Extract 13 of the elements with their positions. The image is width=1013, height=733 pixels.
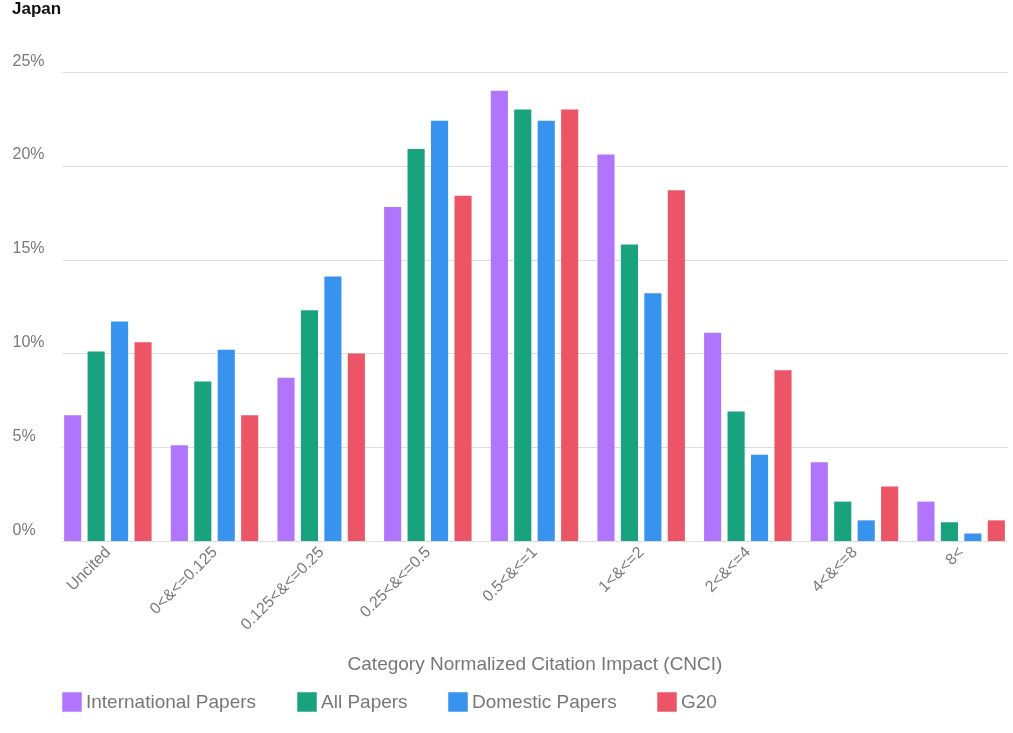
legend-label: G20 xyxy=(681,691,717,712)
y-tick-label: 10% xyxy=(12,332,45,350)
legend-label: Domestic Papers xyxy=(472,691,617,712)
chart-title: Japan xyxy=(12,0,62,18)
legend-label: International Papers xyxy=(86,691,257,712)
x-tick-label: 8< xyxy=(941,543,967,569)
y-tick-label: 15% xyxy=(12,239,45,257)
legend-label: All Papers xyxy=(321,691,408,712)
y-tick-label: 5% xyxy=(12,426,36,444)
y-tick-label: 25% xyxy=(12,51,45,69)
y-tick-label: 20% xyxy=(12,145,45,163)
x-axis-title: Category Normalized Citation Impact (CNCI) xyxy=(347,652,723,674)
y-tick-label: 0% xyxy=(12,520,36,538)
